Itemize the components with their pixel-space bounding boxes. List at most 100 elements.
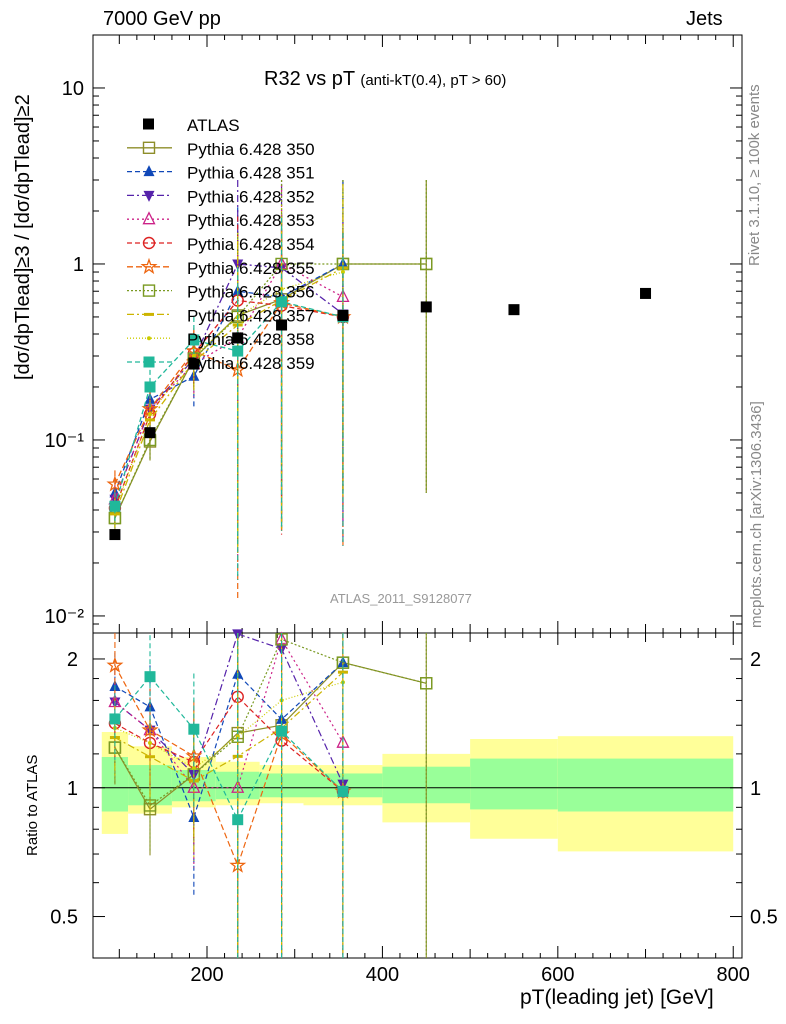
atlas-point [144,427,156,439]
ratio-line [114,665,344,868]
mcplots-label: mcplots.cern.ch [arXiv:1306.3436] [748,401,765,628]
y-axis-label: [dσ/dpTlead]≥3 / [dσ/dpTlead]≥2 [12,94,34,380]
legend-item-355: Pythia 6.428 355 [127,257,315,278]
data-point [276,296,288,308]
data-point [141,400,159,417]
x-tick-label: 200 [190,964,223,986]
legend-marker [143,118,154,130]
legend-marker [142,236,156,250]
ratio-line [114,633,344,785]
series-atlas [109,287,652,541]
atlas-point [337,309,349,321]
data-point [420,257,433,271]
series-line [114,271,344,511]
data-point [106,475,124,492]
legend-item-353: Pythia 6.428 353 [127,211,315,230]
y-tick-label: 10 [62,78,84,100]
ratio-series-359 [109,633,349,958]
series-line [114,299,344,509]
ratio-band-inner-7 [470,758,558,810]
analysis-watermark: ATLAS_2011_S9128077 [330,591,472,606]
ratio-axis-label: Ratio to ATLAS [24,754,41,856]
ratio-point [232,814,244,826]
atlas-point [508,304,520,316]
legend-label: Pythia 6.428 357 [187,306,315,325]
legend-marker [143,356,155,368]
legend-marker [143,190,155,202]
legend-marker [144,312,154,316]
series-line [114,263,427,519]
x-tick-label: 800 [717,964,750,986]
legend-item-356: Pythia 6.428 356 [127,283,315,302]
ratio-point [109,713,121,725]
legend-label: Pythia 6.428 352 [187,187,315,206]
legend-marker [143,165,155,177]
ratio-tick-label-right: 2 [750,649,761,671]
series-line [114,263,427,519]
legend-item-atlas: ATLAS [143,116,240,135]
legend-item-352: Pythia 6.428 352 [127,187,315,206]
atlas-point [232,332,244,344]
legend-label: Pythia 6.428 355 [187,259,315,278]
data-point [145,418,156,422]
legend-marker [140,257,158,275]
data-point [148,412,153,417]
legend-label: Pythia 6.428 351 [187,164,315,183]
legend-item-351: Pythia 6.428 351 [127,164,315,183]
data-point [340,270,345,275]
legend-marker [147,336,151,341]
y-tick-label: 10⁻² [45,606,85,628]
ratio-line [114,671,344,782]
ratio-line [114,695,344,792]
legend-label: Pythia 6.428 354 [187,235,315,254]
atlas-point [420,301,432,313]
plot-title-main: R32 vs pT [264,68,355,90]
series-line [114,300,344,507]
data-point [188,334,200,346]
ratio-point [420,677,433,690]
x-tick-label: 600 [541,964,574,986]
legend-label: ATLAS [187,116,240,135]
ratio-line [114,681,344,769]
legend-item-354: Pythia 6.428 354 [127,235,315,254]
ratio-band-inner-8 [557,758,734,812]
data-point [109,500,121,512]
x-tick-label: 400 [366,964,399,986]
data-point [232,345,244,357]
plot-title-sub: (anti-kT(0.4), pT > 60) [360,72,507,89]
legend-marker [142,284,156,297]
atlas-point [640,287,652,299]
legend-label: Pythia 6.428 359 [187,354,315,373]
data-point [109,512,120,516]
legend: ATLAS Pythia 6.428 350 Pythia 6.428 351 Pyt… [127,116,315,373]
legend-label: Pythia 6.428 356 [187,283,315,302]
ratio-tick-label-right: 1 [750,778,761,800]
legend-marker [142,141,156,155]
header-category: Jets [686,8,723,30]
ratio-line [114,662,344,820]
atlas-point [276,319,288,331]
ratio-point [144,671,156,683]
series-351 [109,179,349,526]
atlas-point [188,358,200,370]
series-line [114,302,344,485]
ratio-point [143,799,157,812]
legend-label: Pythia 6.428 350 [187,140,315,159]
data-point [191,353,196,358]
data-point [144,381,156,393]
legend-label: Pythia 6.428 353 [187,211,315,230]
ratio-line [114,637,344,789]
header-collision: 7000 GeV pp [103,8,221,30]
rivet-label: Rivet 3.1.10, ≥ 100k events [746,84,763,266]
plot-title: R32 vs pT (anti-kT(0.4), pT > 60) [264,68,506,91]
ratio-line [114,675,344,822]
x-axis-label: pT(leading jet) [GeV] [520,986,714,1009]
y-tick-label: 1 [73,254,84,276]
ratio-tick-label: 0.5 [50,907,78,929]
legend-item-350: Pythia 6.428 350 [127,140,315,159]
ratio-tick-label-right: 0.5 [750,907,778,929]
y-tick-label: 10⁻¹ [45,430,85,452]
atlas-point [109,529,121,541]
legend-item-357: Pythia 6.428 357 [127,306,315,325]
